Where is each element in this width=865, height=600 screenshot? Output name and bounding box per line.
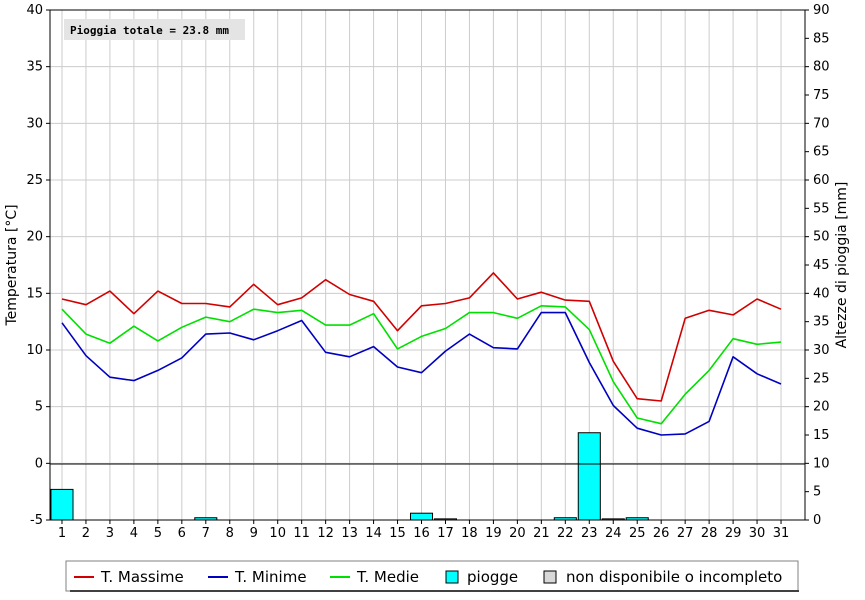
y-left-tick-label: 25 [26,173,43,188]
x-axis-ticks: 1 2 3 4 5 6 7 8 9 10 11 12 13 14 15 16 17 18 19 20 21 22 23 24 2… [58,520,789,541]
y-axis-left-label: Temperatura [°C] [4,204,20,326]
legend-label-max: T. Massime [100,568,184,586]
legend-label-unavailable: non disponibile o incompleto [566,568,782,586]
legend-swatch-unavailable [543,570,557,584]
rain-bar [577,432,601,521]
left-axis-ticks: -5 0 5 10 15 20 25 30 35 40 [26,3,50,528]
total-rain-annotation: Pioggia totale = 23.8 mm [70,24,229,37]
legend-frame [65,560,799,592]
x-tick-label: 26 [653,526,670,541]
legend-label-avg: T. Medie [356,568,419,586]
y-right-tick-label: 5 [813,485,821,500]
x-tick-label: 11 [293,526,310,541]
x-tick-label: 14 [365,526,382,541]
x-tick-label: 20 [509,526,526,541]
x-tick-label: 16 [413,526,430,541]
legend-swatch-rain [445,570,459,584]
x-tick-label: 17 [437,526,454,541]
x-tick-label: 13 [341,526,358,541]
y-left-tick-label: 15 [26,286,43,301]
y-right-tick-label: 75 [813,88,830,103]
x-tick-label: 19 [485,526,502,541]
x-tick-label: 23 [581,526,598,541]
y-right-tick-label: 35 [813,315,830,330]
x-tick-label: 22 [557,526,574,541]
x-tick-label: 9 [250,526,258,541]
x-tick-label: 24 [605,526,622,541]
y-right-tick-label: 90 [813,3,830,18]
x-tick-label: 6 [178,526,186,541]
x-tick-label: 1 [58,526,66,541]
x-tick-label: 27 [677,526,694,541]
y-right-tick-label: 25 [813,371,830,386]
rain-bar [50,488,74,521]
x-tick-label: 31 [773,526,790,541]
y-right-tick-label: 30 [813,343,830,358]
x-tick-label: 8 [226,526,234,541]
x-tick-label: 5 [154,526,162,541]
y-left-tick-label: 40 [26,3,43,18]
rain-bar [409,512,434,521]
y-right-tick-label: 50 [813,230,830,245]
x-tick-label: 29 [725,526,742,541]
x-tick-label: 2 [82,526,90,541]
right-axis-ticks: 0 5 10 15 20 25 30 35 40 45 50 55 60 65 70 75 80 85 90 [805,3,830,528]
annotation-box [64,19,245,40]
y-right-tick-label: 15 [813,428,830,443]
y-right-tick-label: 60 [813,173,830,188]
x-tick-label: 25 [629,526,646,541]
y-right-tick-label: 45 [813,258,830,273]
x-tick-label: 3 [106,526,114,541]
x-tick-label: 30 [749,526,766,541]
x-tick-label: 28 [701,526,718,541]
x-tick-label: 12 [317,526,334,541]
y-left-tick-label: 5 [35,400,43,415]
y-right-tick-label: 40 [813,286,830,301]
y-axis-right-label: Altezze di pioggia [mm] [834,182,850,349]
y-left-tick-label: -5 [30,513,43,528]
x-tick-label: 4 [130,526,138,541]
x-tick-label: 21 [533,526,550,541]
y-left-tick-label: 0 [35,456,43,471]
y-right-tick-label: 70 [813,116,830,131]
x-tick-label: 7 [202,526,210,541]
y-right-tick-label: 80 [813,60,830,75]
x-tick-label: 18 [461,526,478,541]
y-right-tick-label: 10 [813,456,830,471]
y-left-tick-label: 10 [26,343,43,358]
series-line-t-massime [61,272,782,402]
y-left-tick-label: 20 [26,230,43,245]
x-tick-label: 10 [269,526,286,541]
series-line-t-medie [61,304,782,425]
x-tick-label: 15 [389,526,406,541]
y-left-tick-label: 30 [26,116,43,131]
y-right-tick-label: 85 [813,31,830,46]
legend: T. Massime T. Minime T. Medie piogge non… [65,560,799,592]
legend-label-rain: piogge [467,568,518,586]
y-right-tick-label: 20 [813,400,830,415]
y-left-tick-label: 35 [26,60,43,75]
legend-label-min: T. Minime [234,568,307,586]
temperature-lines [61,272,782,436]
series-line-t-minime [61,311,782,436]
y-right-tick-label: 55 [813,201,830,216]
y-right-tick-label: 65 [813,145,830,160]
y-right-tick-label: 0 [813,513,821,528]
